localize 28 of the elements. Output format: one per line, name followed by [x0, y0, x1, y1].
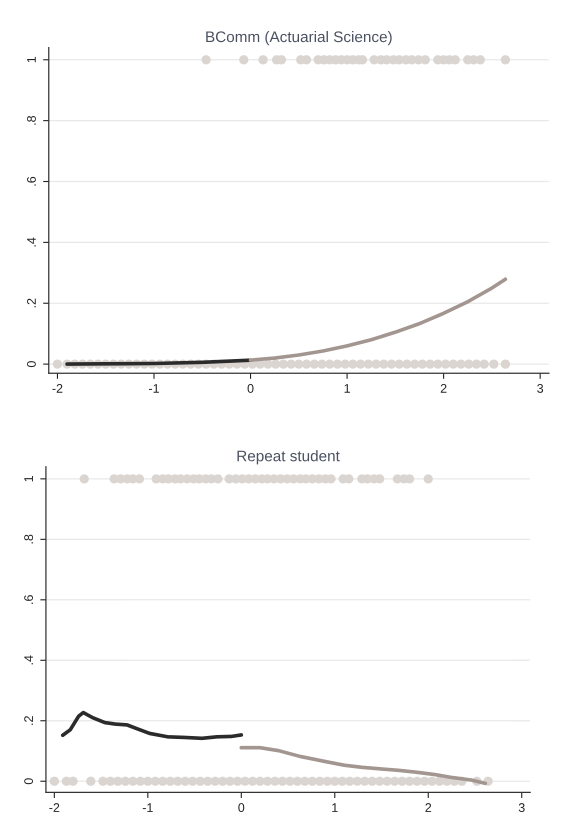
x-tick-label: 1: [344, 384, 350, 393]
y-tick-label: .6: [27, 176, 36, 186]
chart-title: BComm (Actuarial Science): [206, 30, 392, 46]
chart-title: Repeat student: [237, 450, 340, 464]
y-tick-label: .6: [24, 595, 34, 604]
y-tick-label: .2: [24, 716, 33, 725]
line-series: [60, 710, 244, 740]
line-series: [248, 277, 508, 362]
y-tick-label: .8: [24, 534, 34, 544]
y-tick-label: 0: [24, 778, 34, 784]
y-tick-label: .8: [27, 116, 36, 125]
y-tick-label: .4: [24, 655, 33, 664]
x-tick-label: 0: [248, 384, 254, 393]
x-tick-label: 0: [238, 803, 244, 812]
y-tick-label: 1: [24, 476, 33, 482]
x-tick-label: -2: [52, 384, 62, 393]
x-tick-label: -2: [49, 803, 60, 812]
x-tick-label: 2: [425, 803, 432, 812]
x-tick-label: -1: [142, 803, 153, 812]
x-tick-label: 3: [537, 384, 544, 393]
x-tick-label: 1: [332, 803, 338, 812]
x-tick-label: 3: [518, 803, 525, 812]
y-tick-label: .2: [27, 298, 36, 308]
x-tick-label: -1: [148, 384, 159, 393]
y-tick-label: 0: [27, 361, 36, 368]
y-tick-label: 1: [27, 56, 36, 62]
x-tick-label: 2: [440, 384, 446, 393]
y-tick-label: .4: [27, 238, 36, 246]
